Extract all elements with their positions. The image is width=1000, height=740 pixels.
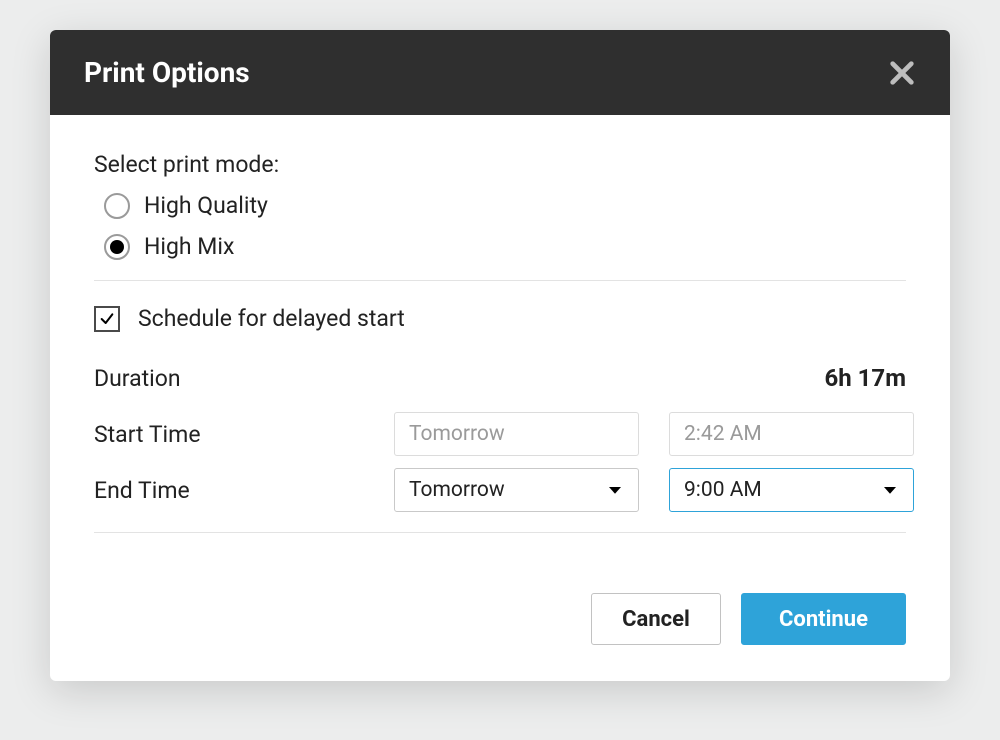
- radio-icon: [104, 193, 130, 219]
- checkbox-icon: [94, 306, 120, 332]
- divider: [94, 532, 906, 533]
- schedule-checkbox-label: Schedule for delayed start: [138, 305, 405, 332]
- schedule-checkbox[interactable]: Schedule for delayed start: [94, 305, 906, 332]
- radio-icon: [104, 234, 130, 260]
- start-time-label: Start Time: [94, 421, 394, 448]
- duration-value: 6h 17m: [824, 364, 906, 392]
- chevron-down-icon: [881, 481, 899, 499]
- duration-label: Duration: [94, 365, 394, 392]
- print-options-modal: Print Options Select print mode: High Qu…: [50, 30, 950, 681]
- end-time-time-value: 9:00 AM: [684, 478, 762, 502]
- end-time-day-select[interactable]: Tomorrow: [394, 468, 639, 512]
- modal-title: Print Options: [84, 56, 250, 89]
- duration-row: Duration 6h 17m: [94, 356, 906, 400]
- radio-label: High Mix: [144, 233, 234, 260]
- cancel-button[interactable]: Cancel: [591, 593, 721, 645]
- chevron-down-icon: [606, 481, 624, 499]
- radio-high-quality[interactable]: High Quality: [104, 192, 906, 219]
- end-time-label: End Time: [94, 477, 394, 504]
- end-time-row: End Time Tomorrow 9:00 AM: [94, 468, 906, 512]
- start-time-day-field: Tomorrow: [394, 412, 639, 456]
- end-time-time-select[interactable]: 9:00 AM: [669, 468, 914, 512]
- modal-header: Print Options: [50, 30, 950, 115]
- divider: [94, 280, 906, 281]
- start-time-time-value: 2:42 AM: [684, 422, 762, 446]
- end-time-day-value: Tomorrow: [409, 478, 505, 502]
- close-icon[interactable]: [888, 59, 916, 87]
- start-time-day-value: Tomorrow: [409, 422, 505, 446]
- start-time-row: Start Time Tomorrow 2:42 AM: [94, 412, 906, 456]
- print-mode-radio-group: High Quality High Mix: [104, 192, 906, 260]
- continue-button[interactable]: Continue: [741, 593, 906, 645]
- print-mode-label: Select print mode:: [94, 151, 906, 178]
- modal-footer: Cancel Continue: [50, 567, 950, 681]
- modal-backdrop: Print Options Select print mode: High Qu…: [0, 0, 1000, 740]
- modal-body: Select print mode: High Quality High Mix…: [50, 115, 950, 567]
- radio-high-mix[interactable]: High Mix: [104, 233, 906, 260]
- radio-label: High Quality: [144, 192, 268, 219]
- start-time-time-field: 2:42 AM: [669, 412, 914, 456]
